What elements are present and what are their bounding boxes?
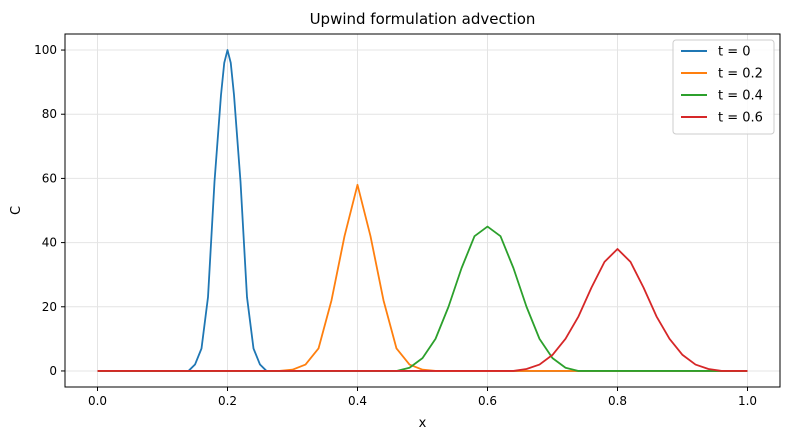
y-tick-label: 0 <box>49 364 57 378</box>
y-tick-label: 20 <box>42 300 57 314</box>
plot-series <box>97 49 748 372</box>
y-axis-label: C <box>9 206 24 215</box>
series-line-3 <box>97 248 748 372</box>
legend-label: t = 0.6 <box>718 111 763 126</box>
series-line-0 <box>97 49 748 372</box>
legend-label: t = 0.4 <box>718 89 763 104</box>
legend: t = 0 t = 0.2 t = 0.4 t = 0.6 <box>672 39 775 135</box>
y-tick-label: 80 <box>42 107 57 121</box>
legend-label: t = 0.2 <box>718 67 763 82</box>
x-tick-label: 0.6 <box>478 394 497 408</box>
series-line-2 <box>97 225 748 372</box>
legend-label: t = 0 <box>718 45 751 60</box>
y-tick-label: 100 <box>34 43 57 57</box>
legend-box <box>672 39 775 135</box>
x-tick-label: 0.2 <box>218 394 237 408</box>
x-axis-ticks: 0.0 0.2 0.4 0.6 0.8 1.0 <box>88 387 757 408</box>
y-axis-ticks: 0 20 40 60 80 100 <box>34 43 65 378</box>
plot-area-frame <box>64 33 781 388</box>
chart-title: Upwind formulation advection <box>310 10 536 28</box>
x-axis-label: x <box>419 416 427 431</box>
x-tick-label: 0.4 <box>348 394 367 408</box>
x-tick-label: 0.0 <box>88 394 107 408</box>
y-tick-label: 40 <box>42 236 57 250</box>
y-tick-label: 60 <box>42 171 57 185</box>
x-tick-label: 0.8 <box>608 394 627 408</box>
x-tick-label: 1.0 <box>738 394 757 408</box>
series-line-1 <box>97 183 748 372</box>
